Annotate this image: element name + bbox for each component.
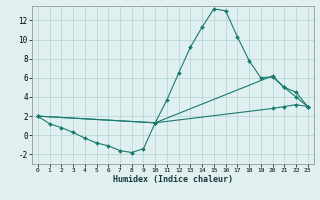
X-axis label: Humidex (Indice chaleur): Humidex (Indice chaleur)	[113, 175, 233, 184]
